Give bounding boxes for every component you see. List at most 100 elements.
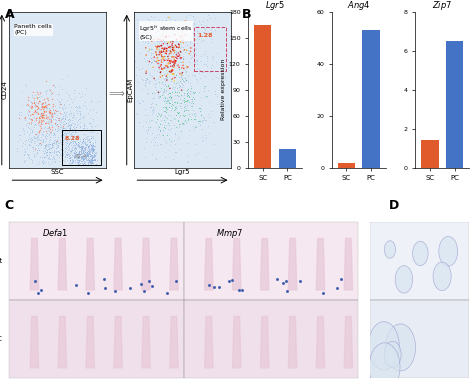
Point: [80, 148, 88, 154]
Point: [132, 110, 139, 117]
Point: [35, 161, 42, 167]
Point: [149, 25, 156, 31]
Point: [75, 161, 83, 167]
Point: [40, 150, 48, 156]
Point: [64, 137, 71, 143]
Point: [46, 141, 54, 147]
Point: [176, 121, 183, 127]
Point: [23, 129, 31, 135]
Point: [172, 278, 179, 284]
Point: [91, 153, 99, 159]
Point: [72, 129, 80, 135]
Point: [78, 150, 85, 156]
Point: [213, 58, 220, 65]
Point: [58, 129, 65, 135]
Point: [46, 117, 54, 124]
Point: [216, 84, 224, 90]
Point: [89, 144, 96, 150]
Point: [27, 98, 35, 105]
Point: [77, 94, 84, 100]
Point: [203, 154, 210, 160]
Point: [76, 144, 84, 150]
Point: [186, 91, 194, 97]
Point: [70, 140, 77, 147]
Point: [173, 112, 180, 118]
Point: [55, 143, 62, 149]
Point: [53, 144, 61, 151]
Point: [170, 45, 177, 51]
Point: [151, 42, 159, 48]
Point: [172, 47, 179, 53]
Point: [162, 78, 169, 84]
Point: [63, 139, 70, 145]
Point: [77, 153, 85, 159]
Point: [43, 149, 51, 155]
Point: [46, 109, 54, 115]
Point: [176, 96, 184, 102]
Point: [54, 138, 61, 144]
Point: [76, 154, 83, 160]
Point: [78, 154, 85, 160]
Point: [56, 151, 64, 158]
Point: [180, 108, 188, 114]
Point: [200, 28, 208, 35]
Point: [154, 35, 162, 41]
Point: [169, 156, 176, 162]
Point: [63, 137, 70, 143]
Point: [86, 153, 94, 159]
Point: [80, 136, 87, 143]
Point: [224, 64, 232, 70]
Point: [158, 43, 165, 49]
Point: [174, 93, 182, 99]
Point: [175, 83, 183, 90]
Point: [52, 138, 59, 144]
Point: [84, 153, 91, 160]
Point: [60, 135, 68, 142]
Point: [146, 17, 153, 23]
Point: [169, 44, 176, 51]
Point: [88, 154, 95, 160]
Point: [196, 67, 204, 73]
Point: [180, 94, 188, 101]
Point: [46, 134, 54, 140]
Point: [90, 160, 97, 167]
Point: [75, 148, 82, 154]
Point: [189, 111, 196, 117]
Point: [71, 142, 78, 148]
Point: [157, 25, 164, 32]
Point: [83, 153, 91, 160]
Bar: [370, 300, 469, 378]
Point: [174, 110, 182, 116]
Point: [51, 103, 59, 109]
Point: [135, 35, 142, 42]
Point: [160, 48, 167, 54]
Point: [62, 151, 70, 157]
Point: [162, 122, 170, 128]
Point: [67, 147, 75, 153]
Point: [160, 91, 167, 98]
Point: [41, 133, 48, 139]
Point: [70, 138, 77, 144]
Point: [165, 69, 173, 75]
Point: [38, 131, 46, 137]
Point: [163, 46, 171, 52]
Point: [66, 154, 73, 160]
Point: [32, 110, 40, 117]
Point: [38, 158, 46, 164]
Point: [182, 65, 190, 71]
Point: [137, 281, 145, 287]
Point: [176, 78, 183, 84]
Point: [81, 156, 88, 162]
Point: [89, 147, 97, 154]
Point: [194, 117, 202, 124]
Point: [171, 116, 179, 122]
Point: [196, 74, 203, 81]
Point: [42, 103, 49, 109]
Point: [142, 135, 150, 141]
Point: [62, 151, 70, 158]
Point: [186, 52, 194, 58]
Point: [58, 117, 65, 123]
Point: [156, 87, 164, 94]
Point: [77, 124, 84, 131]
Point: [163, 47, 170, 53]
